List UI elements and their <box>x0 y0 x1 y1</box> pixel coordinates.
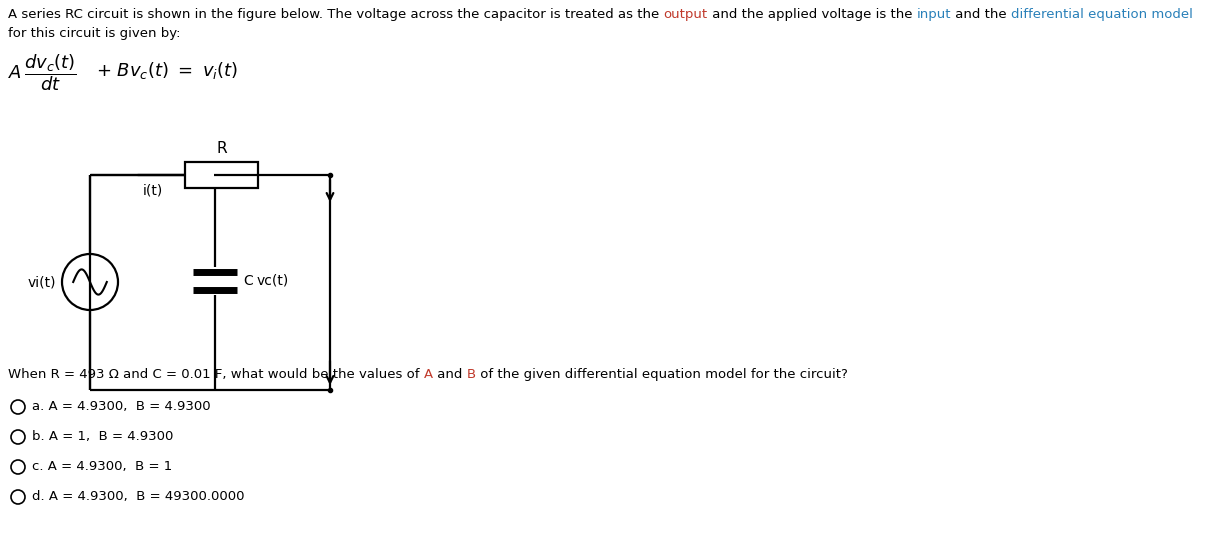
Text: output: output <box>664 8 707 21</box>
Text: differential equation model: differential equation model <box>1011 8 1193 21</box>
Text: i(t): i(t) <box>142 183 163 197</box>
Text: input: input <box>916 8 951 21</box>
Text: A series RC circuit is shown in the figure below. The voltage across the capacit: A series RC circuit is shown in the figu… <box>8 8 664 21</box>
Text: a. A = 4.9300,  B = 4.9300: a. A = 4.9300, B = 4.9300 <box>33 400 211 413</box>
Text: R: R <box>216 141 227 156</box>
Text: $+\ Bv_c(t)\ =\ v_i(t)$: $+\ Bv_c(t)\ =\ v_i(t)$ <box>96 60 239 81</box>
Text: c. A = 4.9300,  B = 1: c. A = 4.9300, B = 1 <box>33 460 172 473</box>
Bar <box>186 162 258 188</box>
Text: vc(t): vc(t) <box>257 274 289 288</box>
Text: of the given differential equation model for the circuit?: of the given differential equation model… <box>476 368 847 381</box>
Text: $A\,\dfrac{dv_c(t)}{dt}$: $A\,\dfrac{dv_c(t)}{dt}$ <box>8 52 77 93</box>
Text: vi(t): vi(t) <box>28 275 55 289</box>
Text: d. A = 4.9300,  B = 49300.0000: d. A = 4.9300, B = 49300.0000 <box>33 490 245 503</box>
Text: C: C <box>243 274 253 288</box>
Text: and the applied voltage is the: and the applied voltage is the <box>707 8 916 21</box>
Text: When R = 493 Ω and C = 0.01 F, what would be the values of: When R = 493 Ω and C = 0.01 F, what woul… <box>8 368 424 381</box>
Text: for this circuit is given by:: for this circuit is given by: <box>8 27 181 40</box>
Text: and the: and the <box>951 8 1011 21</box>
Text: and: and <box>433 368 466 381</box>
Text: B: B <box>466 368 476 381</box>
Text: A: A <box>424 368 433 381</box>
Text: b. A = 1,  B = 4.9300: b. A = 1, B = 4.9300 <box>33 430 174 443</box>
